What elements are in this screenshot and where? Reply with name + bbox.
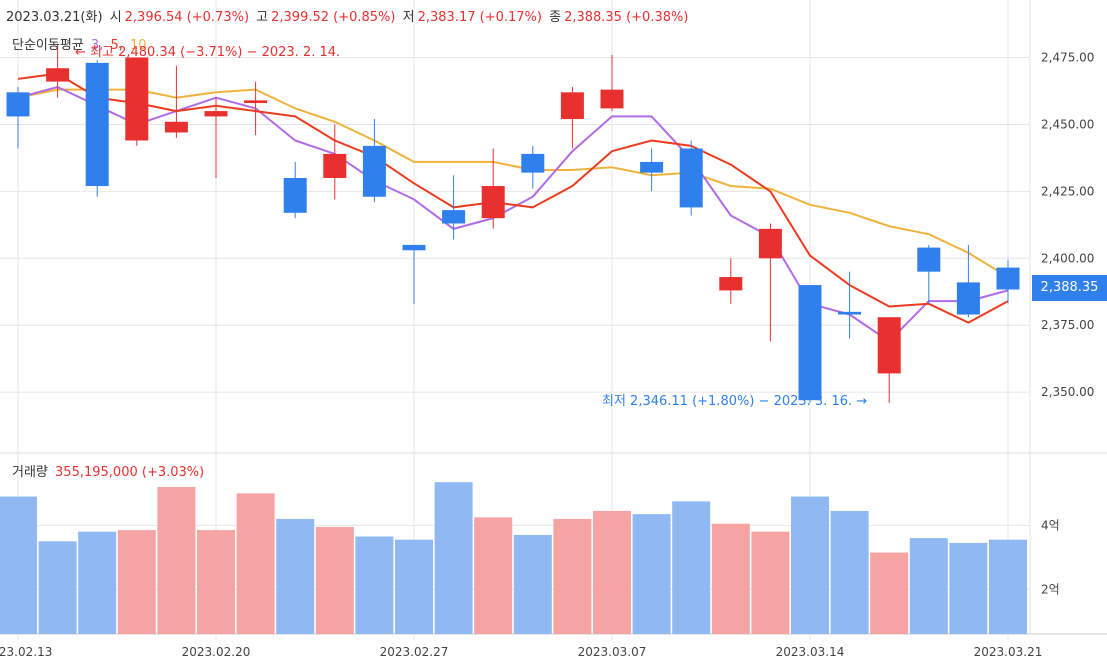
price-tick-label: 2,450.00	[1041, 117, 1094, 131]
low-label: 저	[402, 10, 415, 25]
volume-bar	[553, 518, 592, 634]
volume-bar	[513, 534, 552, 634]
open-label: 시	[109, 10, 122, 25]
volume-bar	[949, 542, 988, 634]
volume-legend-value: 355,195,000 (+3.03%)	[55, 465, 205, 480]
candle-body	[838, 311, 862, 315]
volume-bar	[78, 531, 117, 634]
volume-bar	[157, 486, 196, 634]
volume-bar	[315, 526, 354, 634]
x-tick-label: 2023.02.13	[0, 645, 52, 659]
volume-bar	[909, 538, 948, 634]
candle-body	[679, 148, 703, 208]
candle-body	[362, 145, 386, 197]
candle-body	[917, 247, 941, 272]
volume-tick-label: 2억	[1041, 582, 1060, 596]
open-value: 2,396.54 (+0.73%)	[124, 10, 250, 25]
volume-tick-label: 4억	[1041, 518, 1060, 532]
candle-body	[640, 161, 664, 173]
candle-body	[442, 210, 466, 224]
candle-body	[204, 111, 228, 117]
low-value: 2,383.17 (+0.17%)	[417, 10, 542, 25]
ma10-line	[17, 88, 1009, 278]
volume-bar	[395, 539, 433, 634]
price-tick-label: 2,375.00	[1041, 318, 1094, 332]
candle-body	[956, 282, 980, 315]
candle-body	[719, 277, 743, 291]
close-value: 2,388.35 (+0.38%)	[564, 10, 689, 25]
volume-bar	[989, 539, 1027, 634]
candle-body	[6, 92, 30, 117]
ohlc-header: 2023.03.21(화) 시 2,396.54 (+0.73%) 고 2,399.…	[6, 6, 691, 25]
candle-body	[283, 177, 307, 213]
volume-bar	[197, 530, 235, 634]
volume-bar	[830, 510, 869, 634]
current-price-label: 2,388.35	[1040, 280, 1099, 295]
candle-body	[600, 89, 624, 109]
ma-legend-5: 5	[110, 38, 119, 53]
candle-body	[798, 285, 822, 401]
volume-bar	[711, 523, 750, 634]
x-tick-label: 2023.03.07	[578, 645, 647, 659]
volume-legend: 거래량 355,195,000 (+3.03%)	[12, 461, 207, 480]
volume-bar	[355, 536, 394, 634]
ma-legend-3: 3	[90, 38, 100, 53]
candle-body	[46, 68, 70, 82]
volume-bar	[791, 496, 829, 634]
volume-legend-label: 거래량	[12, 465, 48, 480]
volume-bar	[751, 531, 790, 634]
candle-body	[164, 121, 188, 133]
candle-body	[323, 153, 347, 178]
price-tick-label: 2,350.00	[1041, 385, 1094, 399]
candle-body	[521, 153, 545, 173]
volume-bar	[276, 518, 315, 634]
volume-bar	[117, 530, 156, 634]
ma-legend[interactable]: 단순이동평균 3, 5, 10	[12, 38, 147, 53]
volume-bar	[236, 493, 275, 634]
ma5-line	[17, 72, 1009, 324]
candle-body	[125, 57, 149, 141]
x-tick-label: 2023.02.20	[182, 645, 251, 659]
price-tick-label: 2,425.00	[1041, 184, 1094, 198]
candle-body	[758, 228, 782, 259]
volume-bar	[593, 510, 631, 634]
x-tick-label: 2023.03.21	[974, 645, 1043, 659]
volume-bar	[870, 552, 909, 634]
candle-body	[85, 62, 109, 187]
max-price-annotation: ← 최고 2,480.34 (−3.71%) − 2023. 2. 14.	[75, 45, 341, 60]
price-tick-label: 2,400.00	[1041, 251, 1094, 265]
close-label: 종	[549, 10, 562, 25]
candle-body	[560, 92, 584, 120]
volume-bar	[672, 501, 711, 634]
x-tick-label: 2023.03.14	[776, 645, 845, 659]
candle-body	[481, 186, 505, 219]
volume-bar	[38, 541, 77, 634]
min-price-annotation: 최저 2,346.11 (+1.80%) − 2023. 3. 16. →	[602, 394, 868, 409]
candle-body	[877, 317, 901, 374]
price-tick-label: 2,475.00	[1041, 51, 1094, 65]
header-date: 2023.03.21(화)	[6, 10, 103, 25]
current-price-badge: 2,388.35	[1032, 275, 1107, 301]
candle-body	[996, 267, 1020, 290]
volume-bar	[434, 482, 473, 634]
x-tick-label: 2023.02.27	[380, 645, 449, 659]
volume-bar	[0, 496, 37, 634]
high-label: 고	[256, 10, 269, 25]
ma-legend-label: 단순이동평균	[12, 38, 84, 53]
ma-legend-10: 10	[130, 38, 147, 53]
volume-bar	[632, 514, 671, 634]
candle-body	[402, 244, 426, 251]
candle-body	[244, 100, 268, 104]
high-value: 2,399.52 (+0.85%)	[271, 10, 396, 25]
volume-bar	[474, 517, 513, 634]
